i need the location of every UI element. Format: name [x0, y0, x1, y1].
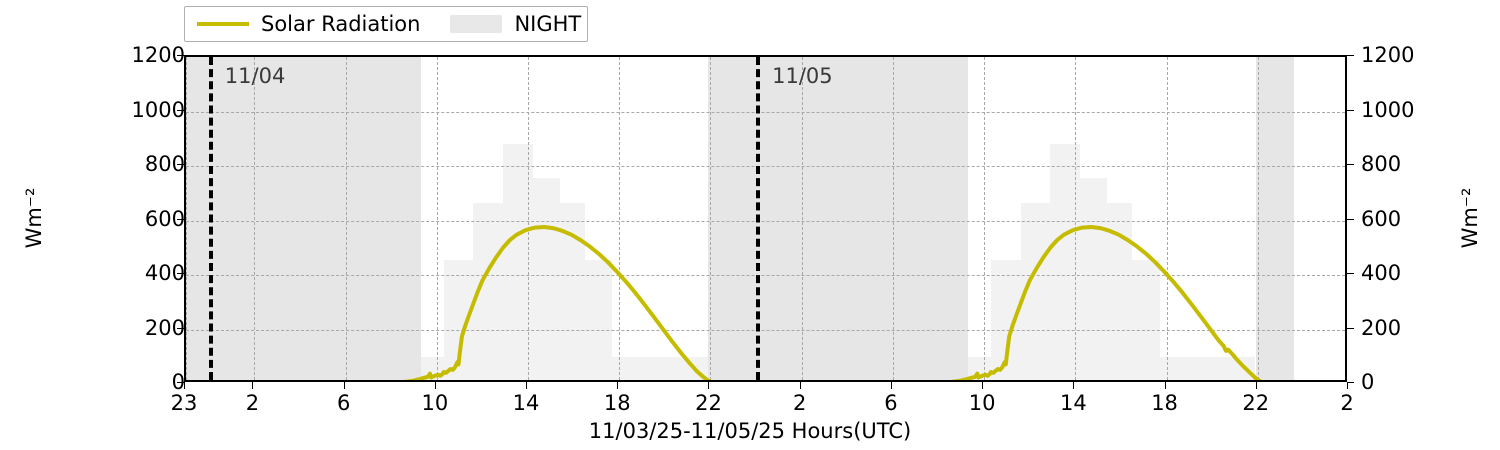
- y-tick-label-right: 1000: [1361, 97, 1415, 122]
- x-tick-label: 14: [1059, 391, 1087, 415]
- legend-entry-solar-radiation[interactable]: Solar Radiation: [197, 12, 420, 36]
- x-tick-mark: [799, 382, 801, 389]
- y-tick-label-left: 1000: [131, 97, 185, 122]
- x-tick-label: 6: [336, 391, 351, 415]
- y-tick-mark-left: [177, 55, 184, 56]
- legend-patch-swatch-icon: [450, 15, 503, 33]
- y-tick-mark-right: [1347, 109, 1354, 111]
- gridline-vertical: [619, 57, 621, 380]
- y-tick-label-right: 800: [1361, 152, 1402, 176]
- gridline-vertical: [1075, 57, 1077, 380]
- gridline-horizontal: [186, 220, 1345, 222]
- plot-inner: 11/04 11/05: [186, 57, 1345, 380]
- gridline-horizontal: [186, 329, 1345, 331]
- x-tick-label: 18: [1151, 391, 1178, 415]
- y-tick-mark-left: [177, 218, 184, 220]
- x-tick-label: 2: [793, 391, 807, 415]
- y-tick-mark-left: [177, 273, 184, 274]
- gridline-vertical: [892, 57, 894, 380]
- gridline-vertical: [1166, 57, 1168, 380]
- daylight-envelope-step: [502, 144, 533, 380]
- x-tick-mark: [1073, 382, 1075, 389]
- legend-label-solar-radiation: Solar Radiation: [261, 12, 421, 36]
- x-tick-label: 2: [1340, 391, 1354, 415]
- x-tick-mark: [890, 382, 892, 389]
- x-tick-mark: [617, 382, 619, 389]
- y-tick-label-right: 0: [1361, 370, 1375, 394]
- x-tick-mark: [184, 382, 185, 389]
- day-divider-label: 11/05: [772, 64, 833, 88]
- x-tick-mark: [526, 382, 528, 389]
- day-divider-line: [756, 57, 761, 380]
- legend-line-swatch-icon: [197, 22, 249, 26]
- x-tick-label: 6: [884, 391, 898, 415]
- y-tick-mark-left: [177, 327, 184, 329]
- x-tick-label: 10: [421, 391, 449, 415]
- night-shading-band: [186, 57, 421, 380]
- x-tick-mark: [1164, 382, 1166, 389]
- x-tick-label: 2: [245, 391, 260, 415]
- x-tick-label: 14: [512, 391, 540, 415]
- daylight-envelope-step: [612, 356, 709, 380]
- x-tick-mark: [1255, 382, 1257, 389]
- night-shading-band: [1255, 57, 1295, 380]
- daylight-envelope-step: [1159, 356, 1256, 380]
- x-tick-label: 18: [603, 391, 631, 415]
- x-tick-label: 10: [968, 391, 996, 415]
- gridline-vertical: [801, 57, 803, 380]
- gridline-vertical: [528, 57, 530, 380]
- y-axis-right-label: Wm⁻²: [1458, 187, 1482, 249]
- x-tick-label: 22: [1242, 391, 1270, 415]
- y-tick-label-right: 400: [1361, 261, 1402, 285]
- y-tick-mark-right: [1347, 164, 1354, 165]
- plot-area: 11/04 11/05: [184, 55, 1347, 382]
- gridline-horizontal: [186, 275, 1345, 276]
- night-shading-band: [708, 57, 969, 380]
- x-tick-mark: [982, 382, 984, 389]
- series-solar-radiation: [403, 225, 1263, 380]
- x-tick-mark: [343, 382, 345, 389]
- x-tick-mark: [434, 382, 436, 389]
- day-divider-line: [208, 57, 213, 380]
- gridline-vertical: [345, 57, 347, 380]
- y-axis-left-label: Wm⁻²: [22, 187, 46, 249]
- daylight-envelope-step: [585, 260, 613, 380]
- y-tick-label-right: 600: [1361, 206, 1402, 231]
- gridline-horizontal: [186, 111, 1345, 113]
- chart-legend: Solar Radiation NIGHT: [184, 6, 588, 42]
- x-tick-label: 23: [170, 391, 198, 415]
- y-tick-mark-left: [177, 382, 184, 383]
- daylight-envelope-step: [1079, 178, 1108, 380]
- x-tick-mark: [252, 382, 254, 389]
- x-tick-mark: [1347, 382, 1348, 389]
- legend-label-night: NIGHT: [514, 12, 582, 36]
- y-tick-label-right: 1200: [1361, 43, 1415, 67]
- x-axis-label: 11/03/25-11/05/25 Hours(UTC): [588, 419, 912, 443]
- gridline-vertical: [1257, 57, 1259, 380]
- y-tick-mark-right: [1347, 218, 1354, 220]
- gridline-vertical: [436, 57, 438, 380]
- y-tick-mark-right: [1347, 273, 1354, 274]
- y-tick-label-right: 200: [1361, 315, 1402, 340]
- y-tick-mark-right: [1347, 55, 1354, 56]
- daylight-envelope-step: [1132, 260, 1160, 380]
- gridline-horizontal: [186, 166, 1345, 167]
- daylight-envelope-step: [532, 178, 560, 380]
- legend-entry-night[interactable]: NIGHT: [450, 12, 581, 36]
- y-tick-mark-right: [1347, 382, 1354, 383]
- y-tick-mark-left: [177, 164, 184, 165]
- daylight-envelope-step: [1050, 144, 1080, 380]
- y-tick-mark-right: [1347, 327, 1354, 329]
- gridline-vertical: [254, 57, 256, 380]
- x-tick-label: 22: [695, 391, 722, 415]
- gridline-vertical: [710, 57, 712, 380]
- gridline-vertical: [186, 57, 187, 380]
- x-tick-mark: [708, 382, 710, 389]
- y-tick-label-left: 1200: [131, 43, 185, 67]
- gridline-vertical: [984, 57, 986, 380]
- y-tick-mark-left: [177, 109, 184, 111]
- day-divider-label: 11/04: [224, 64, 286, 88]
